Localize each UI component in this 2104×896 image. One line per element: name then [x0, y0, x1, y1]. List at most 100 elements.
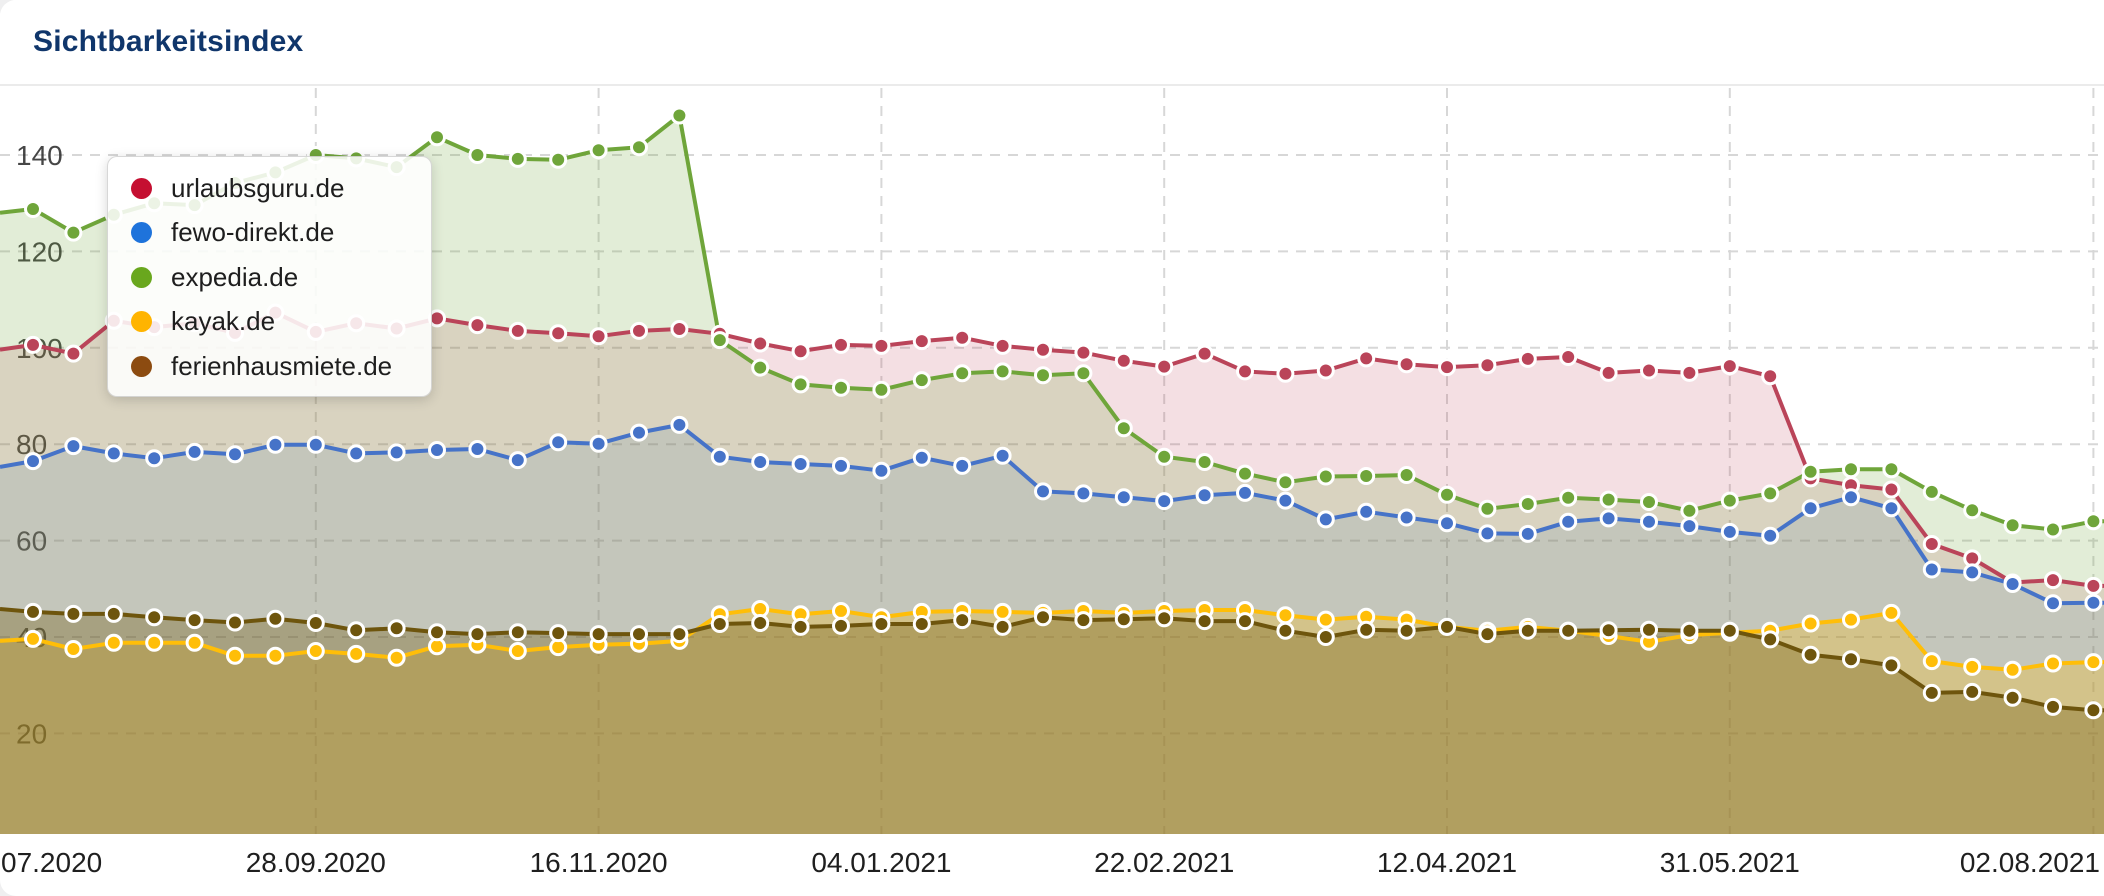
legend-item-fewo-direkt.de[interactable]: fewo-direkt.de — [131, 217, 413, 248]
data-point-urlaubsguru.de[interactable] — [1478, 356, 1497, 375]
data-point-ferienhausmiete.de[interactable] — [306, 614, 325, 632]
data-point-fewo-direkt.de[interactable] — [791, 455, 810, 473]
data-point-kayak.de[interactable] — [306, 642, 325, 660]
data-point-ferienhausmiete.de[interactable] — [953, 611, 972, 630]
data-point-urlaubsguru.de[interactable] — [1236, 362, 1254, 381]
data-point-ferienhausmiete.de[interactable] — [2044, 697, 2062, 716]
data-point-ferienhausmiete.de[interactable] — [1963, 682, 1982, 701]
data-point-ferienhausmiete.de[interactable] — [226, 613, 244, 632]
data-point-expedia.de[interactable] — [710, 331, 729, 350]
data-point-urlaubsguru.de[interactable] — [1438, 358, 1456, 377]
data-point-urlaubsguru.de[interactable] — [1114, 351, 1133, 370]
data-point-urlaubsguru.de[interactable] — [1357, 349, 1376, 368]
data-point-expedia.de[interactable] — [1599, 490, 1618, 509]
data-point-kayak.de[interactable] — [1922, 652, 1941, 671]
data-point-fewo-direkt.de[interactable] — [2044, 594, 2062, 613]
data-point-kayak.de[interactable] — [2084, 653, 2103, 672]
data-point-ferienhausmiete.de[interactable] — [1922, 683, 1941, 702]
data-point-urlaubsguru.de[interactable] — [1720, 357, 1739, 376]
data-point-fewo-direkt.de[interactable] — [751, 453, 770, 471]
data-point-fewo-direkt.de[interactable] — [1842, 488, 1860, 507]
data-point-ferienhausmiete.de[interactable] — [630, 625, 648, 644]
data-point-expedia.de[interactable] — [1114, 419, 1133, 438]
data-point-fewo-direkt.de[interactable] — [1720, 522, 1739, 541]
data-point-kayak.de[interactable] — [1963, 657, 1982, 676]
data-point-expedia.de[interactable] — [1518, 495, 1537, 513]
data-point-expedia.de[interactable] — [1842, 460, 1860, 479]
data-point-fewo-direkt.de[interactable] — [1438, 514, 1456, 533]
data-point-ferienhausmiete.de[interactable] — [347, 621, 366, 640]
data-point-expedia.de[interactable] — [1720, 491, 1739, 510]
data-point-ferienhausmiete.de[interactable] — [185, 611, 204, 630]
data-point-kayak.de[interactable] — [24, 629, 42, 648]
data-point-expedia.de[interactable] — [1438, 485, 1456, 504]
data-point-ferienhausmiete.de[interactable] — [468, 625, 487, 644]
data-point-expedia.de[interactable] — [1195, 453, 1214, 471]
data-point-fewo-direkt.de[interactable] — [145, 449, 164, 468]
data-point-fewo-direkt.de[interactable] — [1316, 510, 1335, 529]
data-point-expedia.de[interactable] — [2003, 516, 2022, 535]
data-point-urlaubsguru.de[interactable] — [670, 320, 689, 338]
data-point-expedia.de[interactable] — [1236, 464, 1254, 483]
data-point-urlaubsguru.de[interactable] — [1559, 348, 1578, 366]
data-point-urlaubsguru.de[interactable] — [1316, 361, 1335, 380]
data-point-fewo-direkt.de[interactable] — [266, 435, 285, 454]
data-point-ferienhausmiete.de[interactable] — [710, 615, 729, 633]
data-point-urlaubsguru.de[interactable] — [872, 336, 891, 355]
data-point-ferienhausmiete.de[interactable] — [266, 609, 285, 628]
data-point-expedia.de[interactable] — [1276, 473, 1295, 492]
data-point-expedia.de[interactable] — [1034, 366, 1052, 385]
data-point-fewo-direkt.de[interactable] — [1114, 488, 1133, 507]
data-point-ferienhausmiete.de[interactable] — [104, 604, 123, 623]
data-point-urlaubsguru.de[interactable] — [1680, 363, 1699, 382]
data-point-expedia.de[interactable] — [1801, 462, 1820, 481]
data-point-fewo-direkt.de[interactable] — [1155, 492, 1174, 511]
data-point-ferienhausmiete.de[interactable] — [2084, 701, 2103, 720]
data-point-ferienhausmiete.de[interactable] — [1680, 621, 1699, 640]
data-point-urlaubsguru.de[interactable] — [953, 328, 972, 347]
data-point-fewo-direkt.de[interactable] — [1357, 502, 1376, 521]
data-point-fewo-direkt.de[interactable] — [468, 440, 487, 458]
data-point-fewo-direkt.de[interactable] — [226, 445, 244, 464]
data-point-urlaubsguru.de[interactable] — [791, 342, 810, 361]
data-point-urlaubsguru.de[interactable] — [1276, 364, 1295, 383]
data-point-fewo-direkt.de[interactable] — [1922, 560, 1941, 579]
data-point-urlaubsguru.de[interactable] — [1882, 480, 1901, 499]
data-point-expedia.de[interactable] — [630, 138, 648, 157]
data-point-kayak.de[interactable] — [508, 642, 527, 660]
data-point-ferienhausmiete.de[interactable] — [1882, 656, 1901, 675]
data-point-kayak.de[interactable] — [2003, 660, 2022, 679]
data-point-fewo-direkt.de[interactable] — [1397, 508, 1416, 527]
data-point-urlaubsguru.de[interactable] — [2044, 571, 2062, 590]
data-point-fewo-direkt.de[interactable] — [24, 452, 42, 471]
data-point-expedia.de[interactable] — [670, 106, 689, 125]
data-point-ferienhausmiete.de[interactable] — [670, 625, 689, 644]
data-point-urlaubsguru.de[interactable] — [24, 335, 42, 354]
data-point-urlaubsguru.de[interactable] — [993, 336, 1012, 355]
data-point-urlaubsguru.de[interactable] — [912, 332, 931, 351]
data-point-urlaubsguru.de[interactable] — [1761, 367, 1780, 386]
data-point-fewo-direkt.de[interactable] — [64, 437, 83, 456]
data-point-fewo-direkt.de[interactable] — [508, 451, 527, 470]
data-point-ferienhausmiete.de[interactable] — [1599, 621, 1618, 640]
data-point-fewo-direkt.de[interactable] — [953, 456, 972, 475]
data-point-expedia.de[interactable] — [1074, 364, 1093, 383]
data-point-ferienhausmiete.de[interactable] — [1438, 617, 1456, 636]
data-point-fewo-direkt.de[interactable] — [549, 433, 568, 452]
data-point-ferienhausmiete.de[interactable] — [1801, 645, 1820, 664]
data-point-expedia.de[interactable] — [2044, 520, 2062, 539]
data-point-fewo-direkt.de[interactable] — [428, 441, 446, 459]
data-point-urlaubsguru.de[interactable] — [751, 334, 770, 353]
data-point-expedia.de[interactable] — [508, 149, 527, 168]
data-point-kayak.de[interactable] — [993, 602, 1012, 621]
data-point-kayak.de[interactable] — [387, 648, 406, 667]
data-point-urlaubsguru.de[interactable] — [1640, 361, 1658, 380]
data-point-ferienhausmiete.de[interactable] — [549, 624, 568, 643]
data-point-fewo-direkt.de[interactable] — [630, 423, 648, 442]
data-point-expedia.de[interactable] — [912, 371, 931, 390]
data-point-urlaubsguru.de[interactable] — [1599, 363, 1618, 382]
data-point-urlaubsguru.de[interactable] — [832, 335, 850, 354]
data-point-fewo-direkt.de[interactable] — [2003, 575, 2022, 593]
data-point-expedia.de[interactable] — [549, 150, 568, 169]
